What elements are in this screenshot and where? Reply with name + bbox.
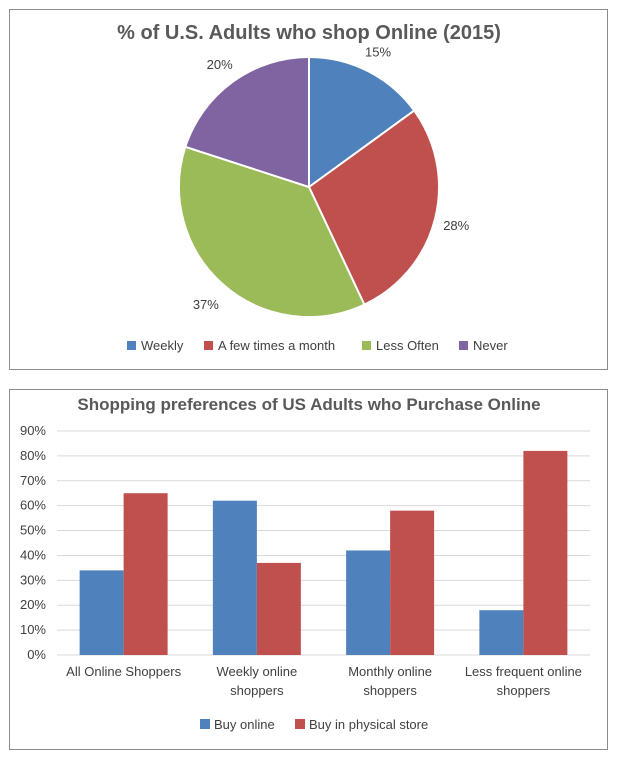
y-tick-label: 30% bbox=[20, 572, 46, 587]
legend-label: Buy online bbox=[214, 717, 275, 732]
bar-buy-online bbox=[479, 610, 524, 655]
legend-label: Weekly bbox=[141, 338, 184, 353]
pie-data-label: 15% bbox=[365, 45, 391, 60]
pie-data-label: 20% bbox=[207, 57, 233, 72]
legend-swatch bbox=[295, 719, 305, 729]
x-category-label: Less frequent online shoppers bbox=[465, 664, 582, 698]
y-tick-label: 40% bbox=[20, 547, 46, 562]
legend-label: A few times a month bbox=[218, 338, 335, 353]
legend-label: Buy in physical store bbox=[309, 717, 428, 732]
bar-buy-in-physical-store bbox=[523, 450, 568, 655]
y-tick-label: 10% bbox=[20, 622, 46, 637]
bar-buy-online bbox=[212, 500, 257, 655]
legend-label: Never bbox=[473, 338, 508, 353]
pie-slice-a-few-times-a-month bbox=[307, 109, 440, 306]
x-category-label: Monthly online shoppers bbox=[348, 664, 432, 698]
y-tick-label: 70% bbox=[20, 473, 46, 488]
y-tick-label: 20% bbox=[20, 597, 46, 612]
pie-data-label: 28% bbox=[443, 218, 469, 233]
y-tick-label: 80% bbox=[20, 448, 46, 463]
pie-chart-title: % of U.S. Adults who shop Online (2015) bbox=[117, 22, 501, 44]
y-tick-label: 60% bbox=[20, 498, 46, 513]
bar-chart-panel: Shopping preferences of US Adults who Pu… bbox=[9, 389, 608, 750]
bar-buy-in-physical-store bbox=[256, 562, 301, 655]
x-category-label: Weekly online shoppers bbox=[217, 664, 298, 698]
bar-chart: Shopping preferences of US Adults who Pu… bbox=[20, 395, 590, 732]
bar-buy-in-physical-store bbox=[390, 510, 435, 655]
bar-buy-online bbox=[79, 570, 124, 655]
x-category-label: All Online Shoppers bbox=[66, 664, 181, 679]
pie-slice-never bbox=[184, 55, 310, 189]
bar-chart-title: Shopping preferences of US Adults who Pu… bbox=[77, 395, 540, 414]
bar-buy-online bbox=[346, 550, 391, 655]
legend-swatch bbox=[127, 341, 136, 350]
legend-swatch bbox=[362, 341, 371, 350]
pie-chart: % of U.S. Adults who shop Online (2015) … bbox=[117, 22, 508, 353]
legend-swatch bbox=[200, 719, 210, 729]
y-tick-label: 90% bbox=[20, 423, 46, 438]
legend-swatch bbox=[204, 341, 213, 350]
legend-swatch bbox=[459, 341, 468, 350]
y-tick-label: 0% bbox=[27, 647, 46, 662]
pie-slice-less-often bbox=[178, 145, 366, 318]
pie-slice-weekly bbox=[308, 55, 416, 189]
bar-buy-in-physical-store bbox=[123, 493, 168, 655]
legend-label: Less Often bbox=[376, 338, 439, 353]
y-tick-label: 50% bbox=[20, 523, 46, 538]
pie-chart-panel: % of U.S. Adults who shop Online (2015) … bbox=[9, 9, 608, 370]
pie-data-label: 37% bbox=[193, 297, 219, 312]
